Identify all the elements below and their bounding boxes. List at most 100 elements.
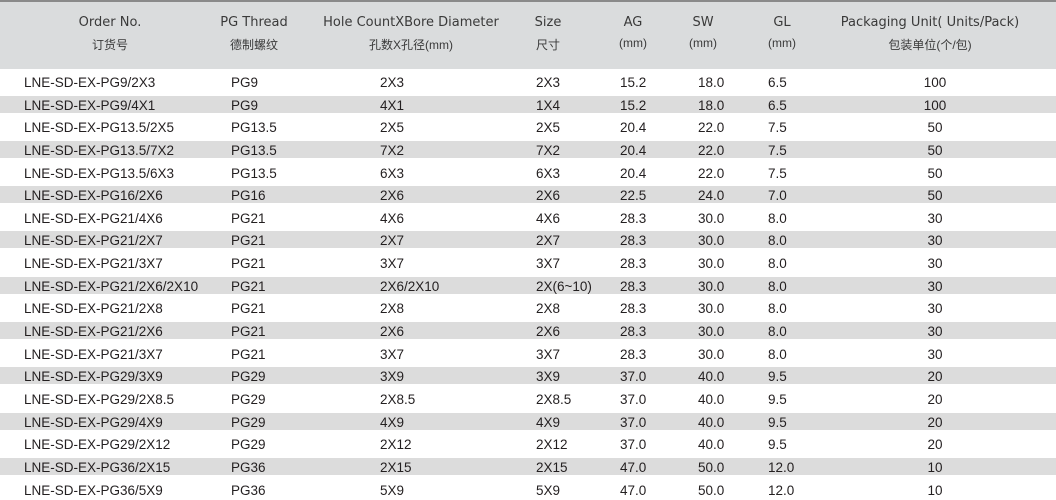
table-row: LNE-SD-EX-PG29/4X9 PG29 4X9 4X9 37.0 40.0 9.5 2… (0, 408, 1056, 432)
cell-packaging-unit: 30 (927, 256, 943, 272)
cell-hole-count-bore: 2X6 (380, 188, 405, 204)
cell-sw: 30.0 (698, 256, 725, 272)
cell-ag: 22.5 (620, 188, 647, 204)
table-row: LNE-SD-EX-PG29/2X12 PG29 2X12 2X12 37.0 40.0 9… (0, 431, 1056, 454)
table-row: LNE-SD-EX-PG29/2X8.5 PG29 2X8.5 2X8.5 37.0 40… (0, 386, 1056, 409)
cell-gl: 7.5 (768, 142, 787, 158)
cell-gl: 12.0 (768, 482, 795, 498)
cell-sw: 30.0 (698, 346, 725, 362)
cell-order-no: LNE-SD-EX-PG21/4X6 (24, 210, 163, 226)
table-row: LNE-SD-EX-PG21/4X6 PG21 4X6 4X6 28.3 30.0 8.0 3… (0, 205, 1056, 228)
table-row: LNE-SD-EX-PG21/3X7 PG21 3X7 3X7 28.3 30.0 8.0 3… (0, 250, 1056, 273)
cell-gl: 12.0 (768, 459, 795, 475)
cell-packaging-unit: 30 (927, 301, 943, 317)
cell-size: 7X2 (536, 142, 561, 158)
cell-size: 2X7 (536, 233, 561, 249)
cell-ag: 28.3 (620, 301, 647, 317)
table-body: LNE-SD-EX-PG9/2X3 PG9 2X3 2X3 15.2 18.0 6.5 100… (0, 69, 1056, 499)
cell-gl: 7.5 (768, 165, 787, 181)
header-label-en: GL (773, 15, 791, 30)
top-border (0, 0, 1056, 2)
cell-packaging-unit: 30 (927, 346, 943, 362)
cell-pg-thread: PG29 (231, 369, 266, 385)
cell-order-no: LNE-SD-EX-PG13.5/2X5 (24, 120, 175, 136)
cell-ag: 20.4 (620, 165, 647, 181)
cell-order-no: LNE-SD-EX-PG21/3X7 (24, 346, 163, 362)
cell-order-no: LNE-SD-EX-PG9/4X1 (24, 97, 156, 113)
cell-packaging-unit: 10 (927, 482, 943, 498)
header-sw: SW (mm) (689, 15, 717, 50)
table-row: LNE-SD-EX-PG21/2X6 PG21 2X6 2X6 28.3 30.0 8.0 3… (0, 318, 1056, 341)
cell-order-no: LNE-SD-EX-PG36/5X9 (24, 482, 163, 498)
cell-packaging-unit: 30 (927, 278, 943, 294)
cell-hole-count-bore: 6X3 (380, 165, 405, 181)
cell-sw: 30.0 (698, 210, 725, 226)
cell-sw: 50.0 (698, 459, 725, 475)
cell-sw: 40.0 (698, 437, 725, 453)
table-row: LNE-SD-EX-PG21/3X7 PG21 3X7 3X7 28.3 30.0 8.0 3… (0, 341, 1056, 364)
cell-gl: 7.0 (768, 188, 787, 204)
cell-hole-count-bore: 4X9 (380, 414, 405, 430)
cell-sw: 40.0 (698, 369, 725, 385)
cell-hole-count-bore: 2X5 (380, 120, 405, 136)
header-label-en: Hole CountXBore Diameter (323, 15, 499, 30)
cell-hole-count-bore: 2X8 (380, 301, 405, 317)
table-row: LNE-SD-EX-PG21/2X8 PG21 2X8 2X8 28.3 30.0 8.0 3… (0, 295, 1056, 318)
cell-sw: 22.0 (698, 142, 725, 158)
cell-ag: 28.3 (620, 210, 647, 226)
cell-pg-thread: PG21 (231, 278, 266, 294)
cell-gl: 9.5 (768, 437, 787, 453)
cell-pg-thread: PG29 (231, 437, 266, 453)
header-pg-thread: PG Thread 德制螺纹 (220, 15, 288, 53)
cell-gl: 7.5 (768, 120, 787, 136)
cell-sw: 40.0 (698, 414, 725, 430)
cell-packaging-unit: 30 (927, 210, 943, 226)
table-row: LNE-SD-EX-PG13.5/2X5 PG13.5 2X5 2X5 20.4 22.0… (0, 114, 1056, 137)
cell-order-no: LNE-SD-EX-PG36/2X15 (24, 459, 171, 475)
cell-order-no: LNE-SD-EX-PG29/2X8.5 (24, 391, 175, 407)
cell-pg-thread: PG29 (231, 414, 266, 430)
cell-gl: 8.0 (768, 278, 787, 294)
cell-hole-count-bore: 4X1 (380, 97, 405, 113)
header-size: Size 尺寸 (535, 15, 562, 53)
header-label-cn: (mm) (689, 36, 717, 50)
cell-ag: 20.4 (620, 142, 647, 158)
cell-pg-thread: PG29 (231, 391, 266, 407)
cell-hole-count-bore: 2X7 (380, 233, 405, 249)
table-header: Order No. 订货号 PG Thread 德制螺纹 Hole CountXBore… (0, 2, 1056, 69)
header-label-cn: 德制螺纹 (229, 38, 279, 52)
cell-hole-count-bore: 2X15 (380, 459, 412, 475)
cell-pg-thread: PG16 (231, 188, 266, 204)
cell-order-no: LNE-SD-EX-PG9/2X3 (24, 75, 156, 90)
cell-packaging-unit: 20 (927, 369, 943, 385)
cell-gl: 9.5 (768, 391, 787, 407)
header-order-no: Order No. 订货号 (79, 15, 142, 53)
cell-sw: 50.0 (698, 482, 725, 498)
cell-order-no: LNE-SD-EX-PG16/2X6 (24, 188, 163, 204)
cell-order-no: LNE-SD-EX-PG21/2X6 (24, 324, 163, 340)
table-row: LNE-SD-EX-PG13.5/6X3 PG13.5 6X3 6X3 20.4 22.0… (0, 160, 1056, 183)
table-row: LNE-SD-EX-PG16/2X6 PG16 2X6 2X6 22.5 24.0 7.0 5… (0, 182, 1056, 205)
cell-pg-thread: PG21 (231, 346, 266, 362)
cell-size: 2X12 (536, 437, 568, 453)
cell-packaging-unit: 30 (927, 324, 943, 340)
header-label-en: AG (623, 15, 643, 30)
cell-hole-count-bore: 3X7 (380, 256, 405, 272)
cell-sw: 22.0 (698, 120, 725, 136)
cell-sw: 40.0 (698, 391, 725, 407)
header-packaging-unit: Packaging Unit( Units/Pack) 包装单位(个/包) (841, 15, 1019, 53)
cell-packaging-unit: 100 (923, 97, 947, 113)
cell-order-no: LNE-SD-EX-PG29/2X12 (24, 437, 171, 453)
cell-pg-thread: PG36 (231, 482, 266, 498)
cell-order-no: LNE-SD-EX-PG13.5/6X3 (24, 165, 175, 181)
cell-sw: 18.0 (698, 75, 725, 90)
cell-ag: 37.0 (620, 391, 647, 407)
cell-pg-thread: PG13.5 (231, 120, 277, 136)
cell-ag: 15.2 (620, 75, 647, 90)
header-hole-count-bore: Hole CountXBore Diameter 孔数X孔径(mm) (323, 15, 499, 53)
header-label-en: Packaging Unit( Units/Pack) (840, 15, 1020, 30)
header-ag: AG (mm) (619, 15, 647, 50)
cell-size: 2X5 (536, 120, 561, 136)
header-label-cn: 孔数X孔径(mm) (369, 38, 453, 52)
header-label-en: Order No. (78, 15, 142, 30)
